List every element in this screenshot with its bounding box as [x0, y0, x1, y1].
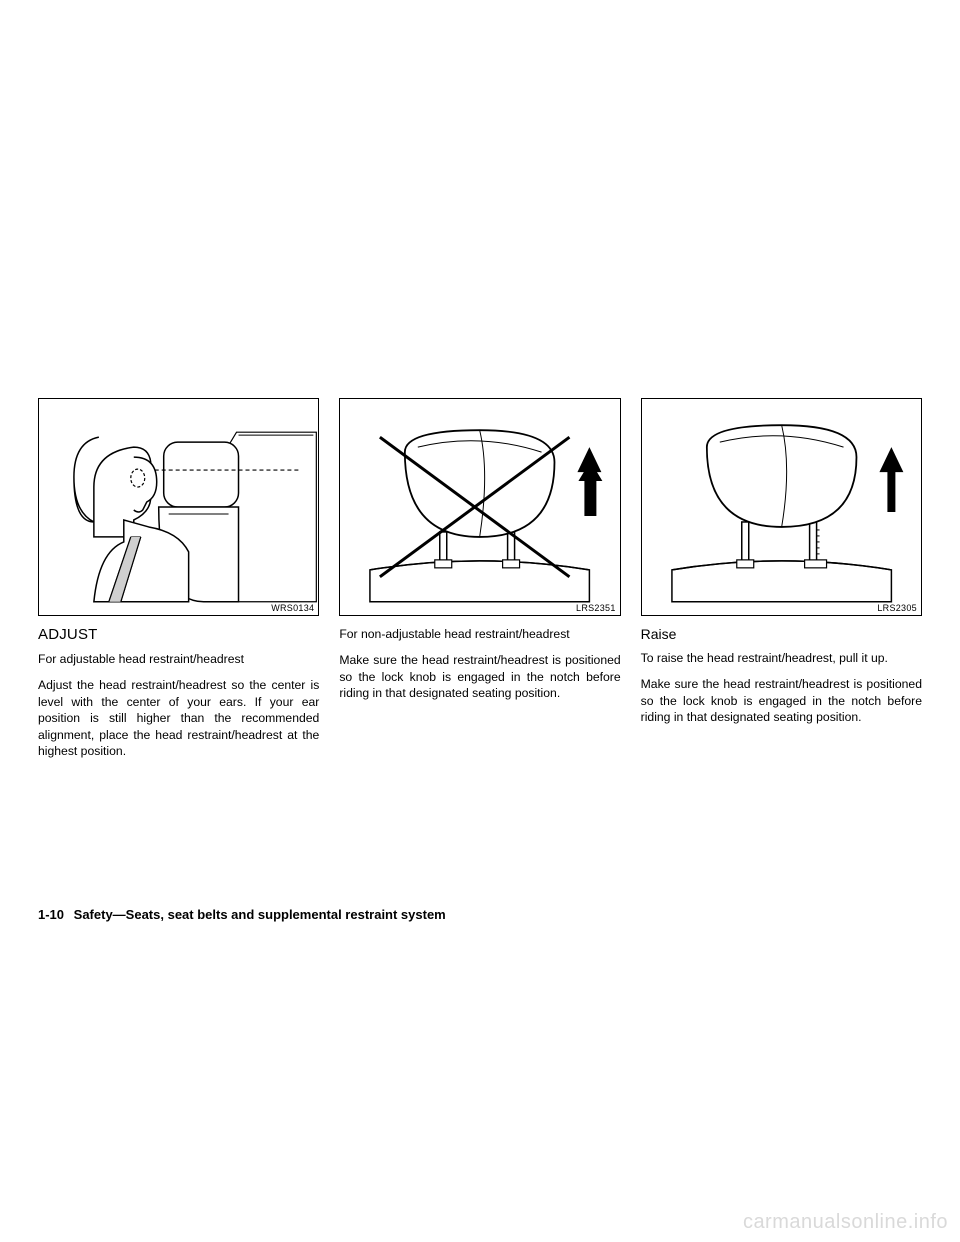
figure-label: LRS2351 — [576, 603, 616, 613]
watermark: carmanualsonline.info — [743, 1211, 948, 1234]
para-1a: For adjustable head restraint/headrest — [38, 651, 319, 667]
figure-adjust: WRS0134 — [38, 398, 319, 616]
figure-non-adjustable: LRS2351 — [339, 398, 620, 616]
column-3: LRS2305 Raise To raise the head restrain… — [641, 398, 922, 770]
illustration-headrest-raise — [642, 399, 921, 615]
figure-label: LRS2305 — [877, 603, 917, 613]
para-2b: Make sure the head restraint/headrest is… — [339, 652, 620, 701]
para-3b: Make sure the head restraint/headrest is… — [641, 676, 922, 725]
column-2: LRS2351 For non-adjustable head restrain… — [339, 398, 620, 770]
illustration-headrest-cross — [340, 399, 619, 615]
illustration-person-seat — [39, 399, 318, 615]
figure-raise: LRS2305 — [641, 398, 922, 616]
figure-label: WRS0134 — [271, 603, 314, 613]
heading-raise: Raise — [641, 626, 922, 642]
column-1: WRS0134 ADJUST For adjustable head restr… — [38, 398, 319, 770]
page-footer: 1-10 Safety—Seats, seat belts and supple… — [38, 907, 446, 922]
page-content: WRS0134 ADJUST For adjustable head restr… — [0, 0, 960, 770]
para-2a: For non-adjustable head restraint/headre… — [339, 626, 620, 642]
chapter-title: Safety—Seats, seat belts and supplementa… — [74, 907, 446, 922]
para-1b: Adjust the head restraint/headrest so th… — [38, 677, 319, 759]
page-number: 1-10 — [38, 907, 64, 922]
para-3a: To raise the head restraint/headrest, pu… — [641, 650, 922, 666]
heading-adjust: ADJUST — [38, 626, 319, 643]
